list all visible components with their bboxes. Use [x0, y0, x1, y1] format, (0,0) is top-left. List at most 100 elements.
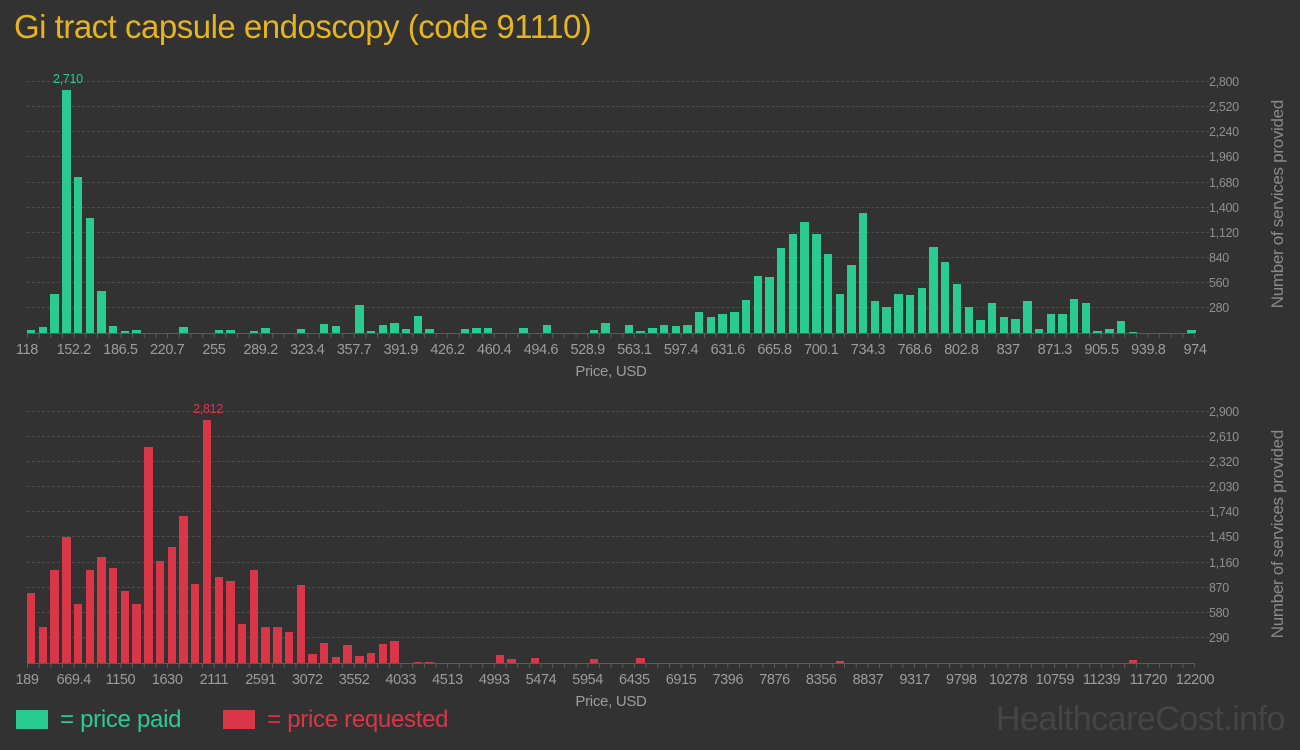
x-axis-tick-label: 289.2 [243, 342, 278, 358]
price-requested-bar [167, 547, 177, 663]
price-paid-bar [765, 277, 774, 333]
requested-y-axis: Number of services provided 290 580 870 1,1… [1195, 405, 1300, 663]
price-paid-bar-series [27, 75, 1196, 333]
price-paid-bar [1023, 300, 1032, 333]
price-paid-bar [882, 307, 891, 333]
price-paid-bar [659, 325, 669, 333]
price-requested-bar [226, 580, 235, 663]
x-axis-tick-label: 8356 [805, 672, 837, 688]
price-paid-bar [366, 331, 376, 333]
price-paid-bar [683, 324, 692, 333]
x-axis-tick-label: 734.3 [850, 342, 886, 358]
price-paid-bar [179, 327, 188, 333]
y-axis-tick-label: 280 [1209, 300, 1229, 315]
page-footer: = price paid = price requested Healthcar… [16, 700, 1286, 739]
requested-x-axis-title: Price, USD [575, 693, 647, 710]
price-requested-bar [296, 585, 305, 663]
price-paid-bar [1128, 331, 1137, 333]
x-axis-tick-label: 494.6 [523, 342, 559, 358]
price-paid-bar [226, 329, 235, 333]
price-paid-bar [331, 326, 341, 333]
price-requested-bar [214, 577, 223, 663]
paid-plot-column: 2,710 118 152.2 186.5 220.7 255 289.2 323.4 357… [16, 72, 1209, 380]
price-paid-bar [648, 328, 657, 333]
y-axis-tick-label: 870 [1209, 580, 1229, 595]
price-requested-bar [378, 643, 387, 663]
x-axis-tick-label: 700.1 [804, 342, 839, 358]
x-axis-tick-label: 1630 [151, 672, 183, 688]
y-axis-tick-label: 2,610 [1209, 430, 1239, 445]
x-axis-tick-label: 597.4 [663, 342, 699, 358]
price-requested-bar [355, 655, 364, 663]
price-requested-bar [179, 515, 188, 663]
price-requested-bar [155, 560, 165, 663]
gridline [27, 486, 1209, 488]
price-requested-histogram: 2,812 189 669.4 1150 1630 2111 2591 3072 3552 40… [0, 401, 1300, 710]
x-axis-tick-label: 631.6 [710, 342, 746, 358]
price-requested-bar [62, 537, 71, 663]
gridline [27, 206, 1209, 208]
paid-x-axis-line [27, 333, 1195, 339]
price-paid-bar [706, 317, 716, 333]
x-axis-tick-label: 665.8 [757, 342, 792, 358]
legend-item-price-requested: = price requested [223, 706, 448, 734]
price-paid-bar [835, 294, 845, 333]
price-paid-bar [413, 316, 423, 333]
gridline [27, 306, 1209, 308]
x-axis-tick-label: 768.6 [897, 342, 933, 358]
x-axis-tick-label: 905.5 [1084, 342, 1119, 358]
price-paid-bar [460, 328, 470, 333]
price-requested-bar [507, 659, 516, 663]
gridline [27, 436, 1209, 438]
price-paid-bar [812, 234, 821, 333]
x-axis-tick-label: 186.5 [103, 342, 138, 358]
price-paid-bar [952, 284, 962, 333]
price-requested-bar [331, 657, 341, 663]
chart-legend: = price paid = price requested [16, 706, 448, 734]
price-requested-bar [1128, 660, 1137, 663]
x-axis-tick-label: 4033 [385, 672, 417, 688]
x-axis-tick-label: 460.4 [477, 342, 512, 358]
gridline [27, 636, 1209, 638]
price-paid-bar [624, 324, 634, 333]
price-paid-bar [1011, 318, 1020, 333]
price-paid-bar [859, 212, 868, 333]
x-axis-tick-label: 4513 [432, 672, 463, 688]
price-paid-bar [1105, 329, 1114, 333]
price-requested-bar [132, 604, 141, 663]
peak-value-label: 2,710 [52, 72, 83, 87]
x-axis-tick-label: 7396 [712, 672, 744, 688]
price-paid-bar [1187, 329, 1196, 333]
y-axis-tick-label: 1,450 [1209, 530, 1239, 545]
price-paid-bar [319, 323, 329, 333]
x-axis-tick-label: 255 [202, 342, 226, 358]
y-axis-tick-label: 2,800 [1209, 75, 1239, 90]
price-requested-legend-label: = price requested [267, 705, 449, 733]
y-axis-tick-label: 1,960 [1209, 150, 1239, 165]
x-axis-tick-label: 220.7 [150, 342, 185, 358]
price-paid-bar [694, 312, 704, 333]
price-paid-bar [97, 291, 106, 333]
y-axis-tick-label: 1,680 [1209, 175, 1239, 190]
x-axis-tick-label: 152.2 [56, 342, 92, 358]
price-requested-bar [308, 654, 317, 663]
price-paid-histogram: 2,710 118 152.2 186.5 220.7 255 289.2 323.4 357… [0, 72, 1300, 380]
gridline [27, 281, 1209, 283]
price-paid-bar [472, 327, 481, 333]
x-axis-tick-label: 10759 [1035, 672, 1075, 688]
legend-item-price-paid: = price paid [16, 706, 181, 734]
requested-x-tick-labels: 189 669.4 1150 1630 2111 2591 3072 3552 4033 4513… [16, 670, 1215, 690]
price-requested-bar [636, 657, 645, 663]
price-paid-bar [425, 328, 434, 333]
price-paid-bar [671, 326, 680, 333]
price-paid-bar [214, 330, 223, 333]
x-axis-tick-label: 11239 [1082, 672, 1121, 688]
price-paid-bar [378, 324, 387, 333]
price-paid-bar [519, 327, 528, 333]
price-paid-bar [777, 248, 786, 333]
x-axis-tick-label: 528.9 [570, 342, 605, 358]
price-requested-bar-series [27, 405, 1195, 663]
peak-value-label: 2,812 [193, 401, 223, 416]
price-requested-swatch [223, 710, 256, 729]
price-requested-bar [284, 631, 294, 663]
